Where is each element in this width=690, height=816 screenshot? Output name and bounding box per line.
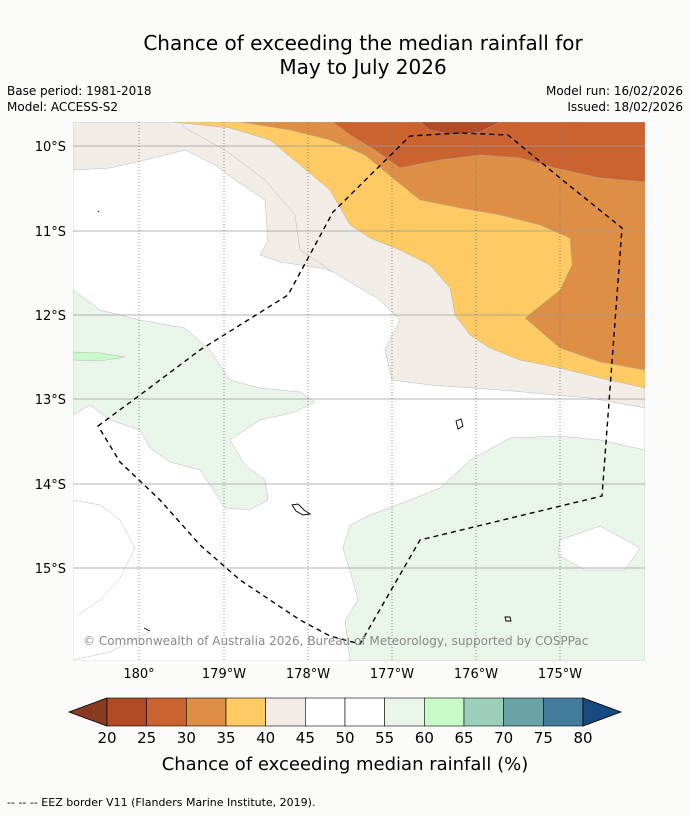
lon-label-179w: 179°W [202, 667, 246, 682]
lat-label-15s: 15°S [35, 562, 66, 577]
base-period: Base period: 1981-2018 [7, 84, 152, 98]
colorbar-arrow-low [67, 697, 108, 727]
colorbar-tick-65: 65 [454, 729, 473, 747]
colorbar-arrow-high [582, 697, 623, 727]
copyright-text: © Commonwealth of Australia 2026, Bureau… [83, 634, 588, 648]
colorbar-segment-40-45 [265, 697, 306, 727]
lat-labels: 10°S 11°S 12°S 13°S 14°S 15°S [35, 140, 66, 577]
island-small-west [97, 210, 100, 213]
region-55-60-southeast-overlay [342, 435, 645, 661]
colorbar-tick-80: 80 [573, 729, 592, 747]
colorbar-segment-45-50 [305, 697, 346, 727]
map-figure: © Commonwealth of Australia 2026, Bureau… [35, 122, 645, 775]
colorbar-title: Chance of exceeding median rainfall (%) [162, 754, 529, 775]
map-title-line-2: May to July 2026 [279, 55, 447, 79]
colorbar-segment-75-80 [543, 697, 584, 727]
colorbar-tick-55: 55 [375, 729, 394, 747]
model-name: Model: ACCESS-S2 [7, 100, 119, 114]
colorbar-segment-35-40 [225, 697, 266, 727]
colorbar-segment-50-55 [344, 697, 385, 727]
region-50-55-lake [557, 525, 641, 571]
island-east [455, 418, 464, 430]
region-30-35 [239, 122, 645, 371]
lon-label-180: 180° [123, 667, 154, 682]
colorbar-tick-30: 30 [177, 729, 196, 747]
island-reef-south [143, 627, 151, 632]
lon-label-177w: 177°W [370, 667, 414, 682]
meta-right: Model run: 16/02/2026 Issued: 18/02/2026 [546, 83, 683, 115]
model-run: Model run: 16/02/2026 [545, 84, 683, 98]
contour-line-west [73, 499, 136, 616]
colorbar-segment-30-35 [186, 697, 227, 727]
lon-label-176w: 176°W [454, 667, 498, 682]
map-title: Chance of exceeding the median rainfall … [0, 31, 690, 79]
region-60-65-patch-overlay [73, 351, 126, 362]
lon-label-175w: 175°W [538, 667, 582, 682]
islands [97, 210, 512, 632]
island-south-west [291, 503, 312, 516]
colorbar-tick-60: 60 [415, 729, 434, 747]
region-20-25 [419, 122, 501, 136]
lat-label-12s: 12°S [35, 309, 66, 324]
island-south-east [504, 616, 512, 622]
colorbar-segment-20-25 [106, 697, 147, 727]
colorbar-tick-20: 20 [97, 729, 116, 747]
colorbar-tick-25: 25 [137, 729, 156, 747]
colorbar-segment-70-75 [503, 697, 544, 727]
lon-label-178w: 178°W [286, 667, 330, 682]
gridlines [73, 145, 645, 569]
region-55-60-west-overlay [73, 289, 316, 511]
contour-line-south [73, 631, 151, 661]
colorbar-segment-25-30 [146, 697, 187, 727]
colorbar-tick-40: 40 [256, 729, 275, 747]
meta-left: Base period: 1981-2018 Model: ACCESS-S2 [7, 83, 152, 115]
colorbar-segment-55-60 [384, 697, 425, 727]
issued-date: Issued: 18/02/2026 [567, 100, 683, 114]
colorbar-segment-65-70 [463, 697, 504, 727]
colorbar-tick-50: 50 [335, 729, 354, 747]
colorbar-tick-35: 35 [216, 729, 235, 747]
lat-label-10s: 10°S [35, 140, 66, 155]
colorbar [67, 697, 623, 727]
colorbar-ticks: 20 25 30 35 40 45 50 55 60 65 70 75 80 [97, 729, 592, 747]
colorbar-tick-75: 75 [534, 729, 553, 747]
colorbar-tick-45: 45 [296, 729, 315, 747]
lat-label-14s: 14°S [35, 478, 66, 493]
lon-labels: 180° 179°W 178°W 177°W 176°W 175°W [123, 667, 582, 682]
eez-border [97, 132, 623, 645]
map-title-line-1: Chance of exceeding the median rainfall … [143, 31, 583, 55]
colorbar-segment-60-65 [424, 697, 465, 727]
region-25-30 [332, 122, 645, 183]
colorbar-tick-70: 70 [494, 729, 513, 747]
lat-label-11s: 11°S [35, 225, 66, 240]
lat-label-13s: 13°S [35, 393, 66, 408]
eez-legend-footer: -- -- -- EEZ border V11 (Flanders Marine… [7, 796, 316, 809]
map-plot-area: © Commonwealth of Australia 2026, Bureau… [73, 122, 645, 661]
